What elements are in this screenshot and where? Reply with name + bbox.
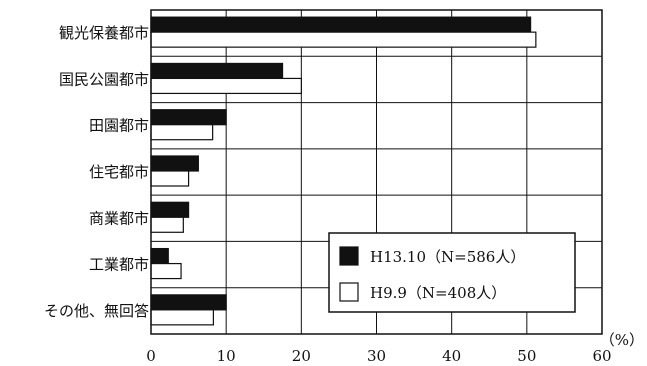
bar-h13-6 xyxy=(150,294,227,311)
legend-swatch-h13 xyxy=(339,246,359,266)
legend: H13.10（N=586人） H9.9（N=408人） xyxy=(328,232,576,313)
bar-h9-5 xyxy=(150,262,182,280)
bars-group xyxy=(150,16,537,326)
bar-h9-6 xyxy=(150,309,214,326)
category-label: 工業都市 xyxy=(89,256,149,274)
x-tick-label: 50 xyxy=(517,347,536,365)
bar-h13-4 xyxy=(150,201,190,218)
legend-label-h13: H13.10（N=586人） xyxy=(370,248,525,266)
bar-h9-3 xyxy=(150,170,190,187)
category-label: 商業都市 xyxy=(89,209,149,227)
x-tick-label: 30 xyxy=(367,347,386,365)
unit-label: （%） xyxy=(600,331,644,349)
bar-h13-2 xyxy=(150,109,227,126)
bar-h13-5 xyxy=(150,247,169,265)
bar-h9-4 xyxy=(150,216,184,233)
bar-h9-2 xyxy=(150,124,214,141)
x-tick-label: 40 xyxy=(442,347,461,365)
bar-h9-1 xyxy=(150,77,302,95)
x-tick-labels: 0 10 20 30 40 50 60 xyxy=(146,347,611,365)
legend-box xyxy=(328,232,576,313)
category-label: 田園都市 xyxy=(89,117,149,135)
bar-h9-0 xyxy=(150,31,537,48)
bar-h13-3 xyxy=(150,155,199,172)
bar-h13-0 xyxy=(150,16,532,33)
legend-swatch-h9 xyxy=(339,282,359,302)
x-tick-label: 60 xyxy=(592,347,611,365)
x-tick-label: 10 xyxy=(217,347,236,365)
category-label: その他、無回答 xyxy=(44,302,149,320)
x-tick-label: 20 xyxy=(292,347,311,365)
category-label: 住宅都市 xyxy=(89,163,149,181)
category-label: 国民公園都市 xyxy=(59,70,149,88)
category-label: 観光保養都市 xyxy=(59,24,149,42)
bar-h13-1 xyxy=(150,62,284,80)
plot-frame xyxy=(150,9,603,335)
x-tick-label: 0 xyxy=(146,347,156,365)
legend-label-h9: H9.9（N=408人） xyxy=(370,284,506,302)
